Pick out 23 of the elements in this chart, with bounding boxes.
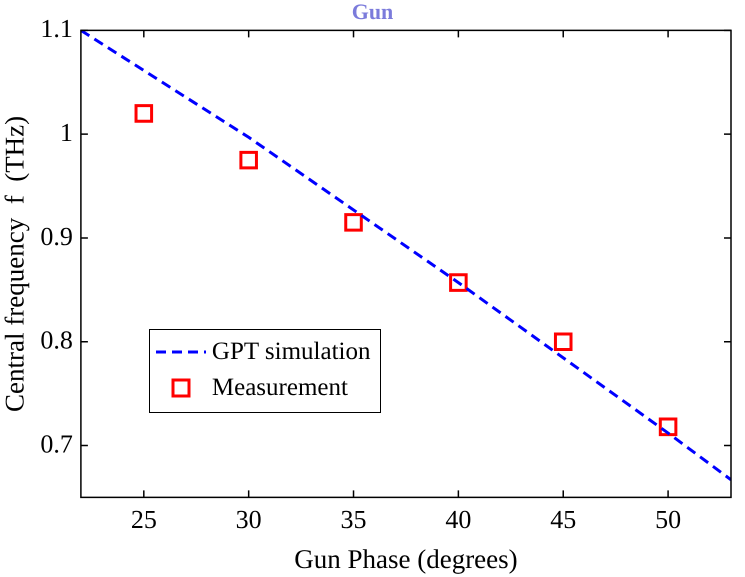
- x-tick-label: 45: [550, 504, 576, 534]
- x-tick-label: 50: [655, 504, 682, 534]
- y-tick-label: 0.8: [40, 326, 73, 355]
- x-axis-title: Gun Phase (degrees): [294, 544, 518, 574]
- line-series: [80, 30, 731, 482]
- y-tick-label: 0.9: [40, 222, 73, 251]
- chart-title: Gun: [352, 0, 394, 24]
- legend-label: GPT simulation: [212, 338, 370, 366]
- point: [449, 273, 468, 292]
- point: [239, 150, 258, 170]
- x-tick-label: 30: [236, 504, 262, 534]
- y-tick-label: 1: [60, 118, 73, 148]
- x-tick-label: 35: [340, 504, 367, 534]
- y-tick-label: 0.7: [40, 429, 73, 458]
- point: [134, 104, 154, 123]
- point: [554, 332, 573, 352]
- y-axis-title: Central frequency f (THz): [0, 116, 30, 412]
- point: [344, 213, 363, 232]
- x-tick-label: 25: [130, 504, 157, 534]
- legend-label: Measurement: [212, 374, 348, 402]
- x-tick-label: 40: [445, 504, 472, 534]
- y-tick-label: 1.1: [40, 14, 73, 44]
- point: [658, 418, 678, 436]
